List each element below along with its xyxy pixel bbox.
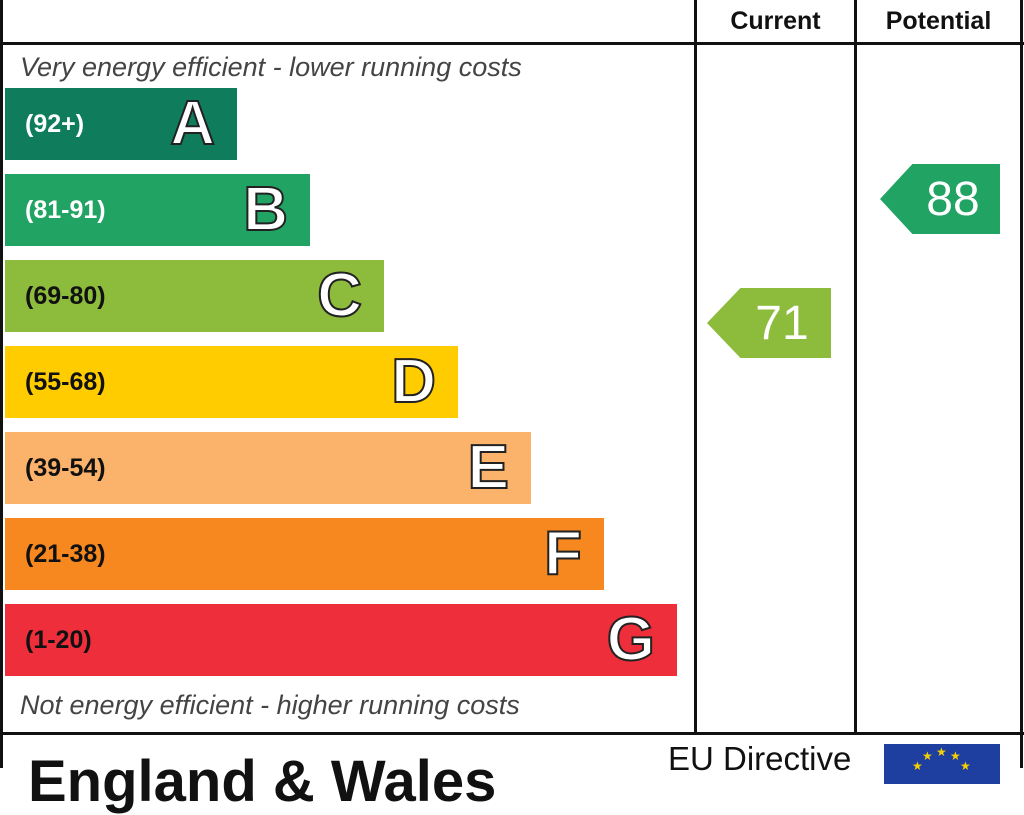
band-g-range: (1-20) [25, 625, 92, 654]
band-a-letter: A [169, 89, 216, 158]
band-e-letter: E [467, 433, 510, 502]
band-f: (21-38) F [5, 518, 604, 590]
band-c: (69-80) C [5, 260, 384, 332]
band-f-range: (21-38) [25, 539, 106, 568]
band-d-range: (55-68) [25, 367, 106, 396]
band-a-range: (92+) [25, 109, 85, 138]
potential-rating-arrow: 88 [880, 164, 1000, 234]
band-c-range: (69-80) [25, 281, 106, 310]
left-border [0, 0, 3, 768]
eu-star-icon: ★ [936, 745, 947, 759]
band-g: (1-20) G [5, 604, 677, 676]
eu-star-icon: ★ [912, 759, 923, 773]
band-c-letter: C [316, 261, 363, 330]
header-divider [0, 42, 1024, 45]
potential-column-divider [854, 0, 857, 734]
band-e: (39-54) E [5, 432, 531, 504]
band-b: (81-91) B [5, 174, 310, 246]
band-e-range: (39-54) [25, 453, 106, 482]
band-g-letter: G [606, 605, 656, 674]
eu-star-icon: ★ [950, 749, 961, 763]
potential-header: Potential [885, 6, 992, 35]
eu-flag-icon: ★ ★ ★ ★ ★ [884, 744, 1000, 784]
band-a: (92+) A [5, 88, 237, 160]
band-d-letter: D [390, 347, 437, 416]
band-b-range: (81-91) [25, 195, 106, 224]
region-title: England & Wales [28, 749, 497, 814]
current-rating-arrow: 71 [707, 288, 831, 358]
band-f-letter: F [543, 519, 583, 588]
eu-directive-label: EU Directive [668, 740, 852, 777]
current-header: Current [730, 6, 821, 35]
eu-star-icon: ★ [922, 749, 933, 763]
top-caption: Very energy efficient - lower running co… [20, 52, 522, 82]
bottom-caption: Not energy efficient - higher running co… [20, 690, 520, 720]
current-column-divider [694, 0, 697, 734]
right-border [1020, 0, 1023, 768]
band-b-letter: B [242, 175, 289, 244]
footer-divider [0, 732, 1024, 735]
band-d: (55-68) D [5, 346, 458, 418]
eu-star-icon: ★ [960, 759, 971, 773]
